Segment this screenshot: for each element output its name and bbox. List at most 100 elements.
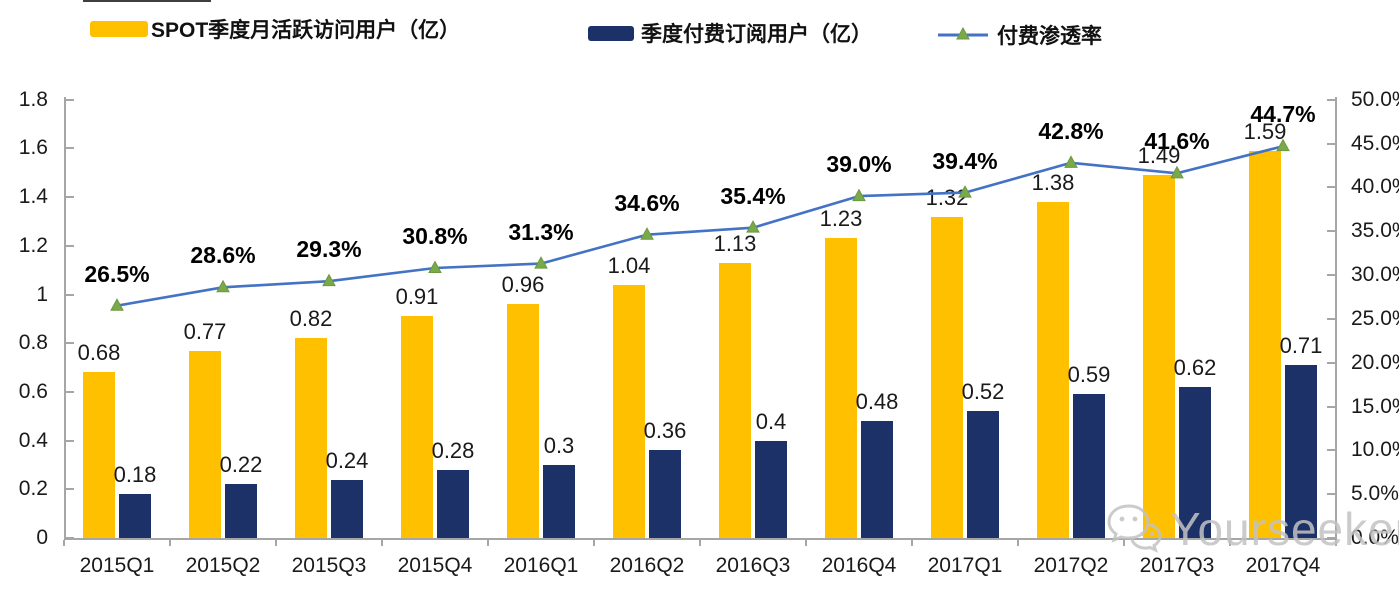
bar-subscribers — [1285, 365, 1317, 538]
bar-subscribers — [437, 469, 469, 538]
left-axis-tick — [66, 147, 74, 150]
x-axis-tick — [1229, 540, 1231, 546]
left-axis-tick-label: 0 — [36, 526, 48, 549]
left-axis-tick-label: 0.8 — [18, 331, 48, 355]
right-axis-tick — [1327, 317, 1335, 320]
bar-label-subscribers: 0.3 — [543, 432, 575, 458]
x-axis-tick — [1017, 540, 1019, 546]
bar-label-subscribers: 0.62 — [1173, 355, 1217, 381]
penetration-label: 41.6% — [1144, 128, 1210, 155]
right-axis-tick — [1327, 274, 1335, 277]
bar-subscribers — [967, 411, 999, 538]
x-axis-label: 2016Q2 — [609, 554, 685, 577]
legend-item-subscribers: 季度付费订阅用户（亿） — [588, 18, 872, 48]
x-axis-label: 2016Q1 — [503, 554, 579, 577]
x-axis-tick — [381, 540, 383, 546]
x-axis-tick — [805, 540, 807, 546]
bar-subscribers — [649, 450, 681, 538]
bar-mau — [719, 262, 751, 538]
right-axis-tick-label: 40.0% — [1351, 175, 1399, 199]
right-axis-tick — [1327, 449, 1335, 452]
right-axis-tick-label: 5.0% — [1351, 482, 1399, 506]
right-axis-tick-label: 15.0% — [1351, 394, 1399, 418]
penetration-label: 42.8% — [1038, 117, 1104, 144]
bar-subscribers — [861, 421, 893, 538]
left-axis-line — [64, 97, 66, 540]
left-axis-tick-label: 1.4 — [18, 185, 48, 209]
right-axis-tick — [1327, 230, 1335, 233]
bar-mau — [507, 304, 539, 538]
bar-label-mau: 1.13 — [713, 230, 757, 256]
right-axis-tick — [1327, 142, 1335, 145]
x-axis-tick — [275, 540, 277, 546]
right-axis-tick-label: 10.0% — [1351, 438, 1399, 462]
penetration-label: 26.5% — [84, 260, 150, 287]
left-axis-tick-label: 0.4 — [18, 428, 48, 452]
wechat-icon — [1107, 504, 1162, 553]
right-axis-tick-label: 20.0% — [1351, 350, 1399, 374]
right-axis-tick-label: 0.0% — [1351, 526, 1399, 549]
right-axis-tick — [1327, 405, 1335, 408]
bar-mau — [613, 284, 645, 538]
x-axis-label: 2017Q1 — [927, 554, 1003, 577]
bar-subscribers — [1179, 387, 1211, 538]
bar-label-mau: 1.38 — [1031, 169, 1075, 195]
left-axis-tick-label: 0.2 — [18, 477, 48, 501]
bar-label-mau: 1.23 — [819, 206, 863, 232]
right-axis-tick — [1327, 98, 1335, 101]
bar-subscribers — [331, 479, 363, 538]
left-axis-tick-label: 1.2 — [18, 233, 48, 257]
bar-label-mau: 0.91 — [395, 284, 439, 310]
legend-label-subscribers: 季度付费订阅用户（亿） — [641, 23, 872, 46]
bar-subscribers — [755, 440, 787, 538]
bar-label-mau: 0.77 — [183, 318, 227, 344]
cropped-text-fragment — [83, 0, 211, 2]
right-axis-line — [1335, 97, 1337, 540]
bar-mau — [295, 338, 327, 538]
penetration-label: 30.8% — [402, 223, 468, 249]
penetration-label: 44.7% — [1250, 101, 1316, 128]
x-axis-label: 2015Q2 — [185, 554, 261, 577]
left-axis-tick — [66, 293, 74, 296]
left-axis-tick — [66, 196, 74, 199]
penetration-line-sample-icon — [938, 27, 988, 43]
bar-subscribers — [1073, 394, 1105, 538]
x-axis-tick — [1335, 540, 1337, 546]
left-axis-tick — [66, 537, 74, 539]
left-axis-tick-label: 1 — [36, 282, 48, 306]
bar-label-subscribers: 0.18 — [113, 462, 157, 488]
x-axis-label: 2017Q4 — [1245, 554, 1321, 577]
legend-item-penetration: 付费渗透率 — [938, 20, 1102, 50]
bar-label-mau: 0.68 — [77, 340, 121, 366]
right-axis-tick — [1327, 493, 1335, 496]
bar-label-subscribers: 0.24 — [325, 447, 369, 473]
x-axis-label: 2016Q4 — [821, 554, 897, 577]
penetration-label: 31.3% — [508, 218, 574, 245]
bar-mau — [83, 372, 115, 538]
right-axis-tick-label: 50.0% — [1351, 87, 1399, 111]
bar-mau — [401, 316, 433, 538]
bar-label-mau: 1.32 — [925, 184, 969, 210]
bar-label-subscribers: 0.71 — [1279, 333, 1323, 359]
right-axis-tick-label: 45.0% — [1351, 131, 1399, 155]
x-axis-tick — [63, 540, 65, 546]
left-axis-tick — [66, 439, 74, 442]
right-axis-tick-label: 35.0% — [1351, 219, 1399, 243]
subscribers-series-swatch — [588, 25, 634, 41]
x-axis-tick — [699, 540, 701, 546]
right-axis-tick — [1327, 537, 1335, 539]
left-axis-tick — [66, 342, 74, 345]
penetration-label: 35.4% — [720, 182, 786, 209]
x-axis-tick — [169, 540, 171, 546]
bar-mau — [189, 350, 221, 538]
bar-label-subscribers: 0.36 — [643, 418, 687, 444]
penetration-label: 29.3% — [296, 236, 362, 263]
left-axis-tick — [66, 244, 74, 247]
left-axis-tick — [66, 488, 74, 491]
bar-label-subscribers: 0.59 — [1067, 362, 1111, 388]
bar-label-subscribers: 0.28 — [431, 437, 475, 463]
right-axis-tick-label: 25.0% — [1351, 306, 1399, 330]
bar-mau — [931, 216, 963, 538]
right-axis-tick-label: 30.0% — [1351, 263, 1399, 287]
